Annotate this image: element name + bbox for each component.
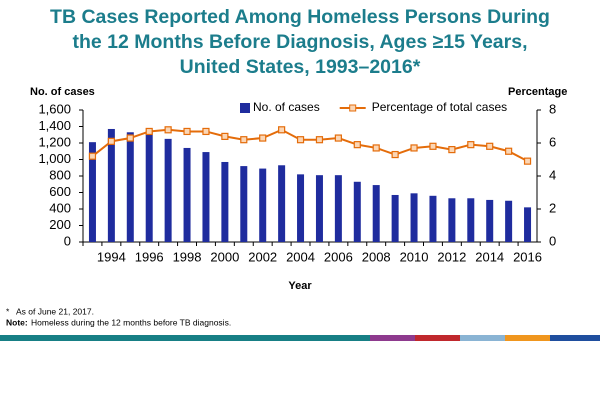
bar (221, 161, 229, 242)
bar (183, 147, 191, 242)
bar (107, 128, 115, 242)
legend-swatch (240, 103, 250, 113)
line-marker (107, 137, 115, 145)
line-marker (334, 134, 342, 142)
legend-label: No. of cases (253, 100, 320, 114)
y2-tick-label: 2 (549, 200, 556, 215)
x-tick-label: 2000 (210, 249, 239, 264)
bar (88, 142, 96, 242)
bar (486, 199, 494, 242)
footnote-marker: * (6, 306, 10, 316)
bar (353, 181, 361, 242)
y-tick-label: 600 (49, 184, 71, 199)
y2-tick-label: 4 (549, 167, 556, 182)
line-marker (240, 136, 248, 144)
chart-title: TB Cases Reported Among Homeless Persons… (50, 6, 550, 28)
y-tick-label: 1,600 (38, 101, 71, 116)
bar (297, 174, 305, 242)
line-marker (467, 141, 475, 149)
line-marker (429, 142, 437, 150)
bar (448, 198, 456, 242)
legend-swatch (349, 104, 357, 112)
x-tick-label: 2016 (513, 249, 542, 264)
y-axis-title: No. of cases (30, 86, 95, 98)
line-marker (296, 136, 305, 144)
y-tick-label: 1,400 (38, 118, 71, 133)
bar (429, 195, 437, 242)
bar (240, 166, 248, 242)
line-marker (278, 126, 286, 134)
line (91, 128, 529, 163)
y-tick-label: 400 (49, 200, 71, 215)
x-tick-label: 2002 (248, 249, 277, 264)
line-marker (486, 142, 494, 150)
bar (145, 131, 153, 242)
bar (391, 194, 399, 242)
y2-axis-title: Percentage (508, 86, 567, 98)
footnote: As of June 21, 2017. (16, 306, 94, 316)
x-tick-label: 2006 (324, 249, 353, 264)
line-marker (164, 126, 172, 134)
note-label: Note: (6, 317, 28, 327)
y2-tick-label: 0 (549, 233, 556, 248)
line-marker (221, 132, 229, 140)
y-tick-label: 1,200 (38, 134, 71, 149)
x-tick-label: 1994 (97, 249, 126, 264)
chart-title: United States, 1993–2016* (180, 56, 421, 78)
y-tick-label: 1,000 (38, 151, 71, 166)
line-marker (126, 134, 134, 142)
line-marker (259, 134, 267, 142)
bar (334, 175, 342, 242)
line-marker (410, 144, 418, 152)
x-tick-label: 1996 (135, 249, 164, 264)
line-marker (183, 127, 191, 136)
line-marker (145, 127, 153, 136)
x-tick-label: 2014 (475, 249, 504, 264)
line-marker (88, 152, 97, 160)
line-marker (353, 141, 361, 149)
note: Homeless during the 12 months before TB … (31, 317, 231, 327)
bar (524, 207, 532, 242)
bar (126, 132, 134, 242)
line-marker (505, 147, 513, 155)
y-tick-label: 800 (49, 167, 71, 182)
line-marker (448, 146, 456, 154)
x-tick-label: 2008 (362, 249, 391, 264)
bar (467, 198, 475, 242)
bar (410, 193, 418, 242)
x-axis-title: Year (288, 280, 312, 292)
line-marker (391, 150, 399, 159)
bar (278, 165, 286, 242)
x-tick-label: 2010 (400, 249, 429, 264)
chart-title: the 12 Months Before Diagnosis, Ages ≥15… (72, 31, 527, 53)
y2-tick-label: 6 (549, 134, 556, 149)
bar (164, 138, 172, 242)
bar (372, 185, 380, 242)
bar (259, 168, 267, 242)
line-marker (315, 136, 324, 144)
bar (202, 152, 210, 242)
x-tick-label: 1998 (173, 249, 202, 264)
line-marker (202, 127, 210, 136)
legend-label: Percentage of total cases (372, 100, 507, 114)
bar (315, 175, 323, 242)
bar (505, 200, 513, 242)
x-tick-label: 2012 (437, 249, 466, 264)
y-tick-label: 200 (49, 217, 71, 232)
y2-tick-label: 8 (549, 101, 556, 116)
stripe (0, 335, 600, 341)
line-marker (372, 144, 380, 152)
y-tick-label: 0 (64, 233, 71, 248)
x-tick-label: 2004 (286, 249, 315, 264)
line-marker (523, 157, 532, 165)
